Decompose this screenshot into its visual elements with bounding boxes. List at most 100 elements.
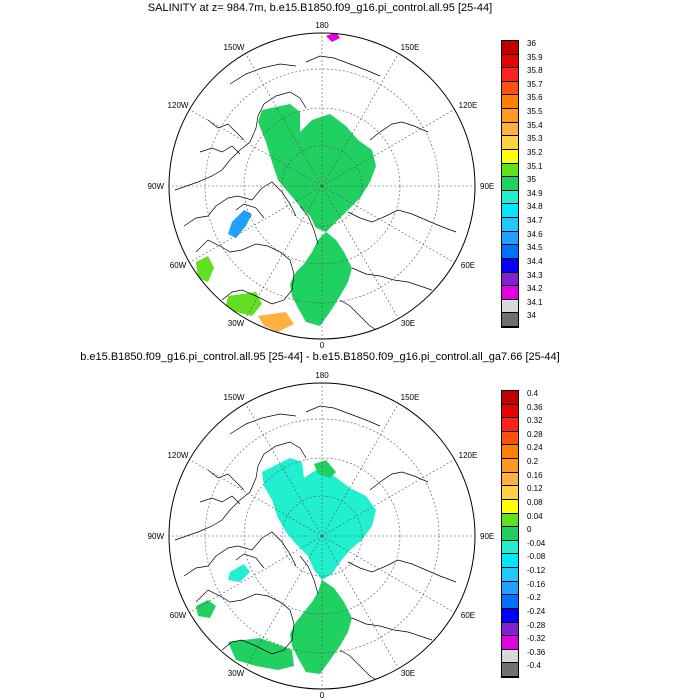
lon-label-120w: 120W <box>168 451 189 460</box>
colorbar-cell <box>502 431 518 446</box>
colorbar-label: -0.16 <box>527 579 546 589</box>
colorbar-cell <box>502 581 518 596</box>
colorbar-cell <box>502 122 518 137</box>
panel-title-salinity: SALINITY at z= 984.7m, b.e15.B1850.f09_g… <box>147 2 493 14</box>
colorbar-label: -0.2 <box>527 593 541 603</box>
lon-label-30w: 30W <box>228 669 245 678</box>
colorbar-cell <box>502 540 518 555</box>
colorbar-label: 34.8 <box>527 202 543 212</box>
colorbar-cell <box>502 272 518 287</box>
colorbar-cell <box>502 136 518 150</box>
colorbar-cell <box>502 527 518 541</box>
lon-label-180: 180 <box>315 21 329 30</box>
colorbar-label: 34 <box>527 311 536 321</box>
colorbar-cell <box>502 109 518 123</box>
colorbar-cell <box>502 149 518 164</box>
field-greenland-south <box>228 638 294 670</box>
colorbar-cell <box>502 190 518 205</box>
colorbar-label: 35.7 <box>527 79 543 89</box>
lon-label-150w: 150W <box>224 43 245 52</box>
colorbar-label: 35.9 <box>527 52 543 62</box>
graticule <box>169 383 475 689</box>
colorbar-cell <box>502 231 518 246</box>
colorbar-label: 34.9 <box>527 188 543 198</box>
colorbar-cell <box>502 608 518 623</box>
salinity-polar-map: 180 0 90W 90E 150W 120W 60W 30W 150E 120… <box>148 21 495 350</box>
lon-label-120e: 120E <box>459 451 478 460</box>
colorbar-cell <box>502 636 518 650</box>
difference-polar-map: 180 0 90W 90E 150W 120W 60W 30W 150E 120… <box>148 371 495 700</box>
lon-label-120e: 120E <box>459 101 478 110</box>
colorbar-label: 34.2 <box>527 284 543 294</box>
colorbar-cell <box>502 459 518 473</box>
colorbar-cell <box>502 513 518 528</box>
difference-field <box>196 458 376 674</box>
colorbar-cell <box>502 54 518 69</box>
colorbar-label: -0.32 <box>527 634 546 644</box>
colorbar-cell <box>502 286 518 300</box>
colorbar-label: 0.16 <box>527 470 543 480</box>
colorbar-cell <box>502 299 518 314</box>
colorbar-label: 0.36 <box>527 402 543 412</box>
colorbar-cell <box>502 258 518 273</box>
coastlines <box>174 405 457 687</box>
colorbar-cell <box>502 554 518 569</box>
colorbar-cell <box>502 245 518 259</box>
colorbar-cell <box>502 663 518 677</box>
colorbar-cell <box>502 313 518 327</box>
colorbar-label: 0.24 <box>527 443 543 453</box>
colorbar-cell <box>502 163 518 178</box>
colorbar-label: -0.12 <box>527 566 546 576</box>
colorbar-label: 34.1 <box>527 297 543 307</box>
lon-label-0: 0 <box>320 691 325 700</box>
field-bering <box>326 33 340 42</box>
colorbar-cell <box>502 81 518 96</box>
colorbar-cell <box>502 404 518 419</box>
colorbar-label: 35.3 <box>527 134 543 144</box>
colorbar-cell <box>502 649 518 664</box>
field-greenland-ring <box>226 292 262 316</box>
field-ne-canada <box>196 256 214 282</box>
graticule <box>169 33 475 339</box>
colorbar-cell <box>502 204 518 219</box>
salinity-field <box>196 33 376 332</box>
colorbar-label: 34.3 <box>527 270 543 280</box>
lon-label-90w: 90W <box>148 182 165 191</box>
colorbar-label: 35.8 <box>527 66 543 76</box>
colorbar-cell <box>502 595 518 609</box>
panel-title-difference: b.e15.B1850.f09_g16.pi_control.all.95 [2… <box>80 351 560 363</box>
lon-label-90e: 90E <box>480 532 494 541</box>
colorbar-cell <box>502 218 518 232</box>
colorbar-cell <box>502 622 518 637</box>
colorbar-label: 35.5 <box>527 107 543 117</box>
colorbar-cell <box>502 95 518 110</box>
colorbar-cell <box>502 486 518 500</box>
longitude-labels: 180 0 90W 90E 150W 120W 60W 30W 150E 120… <box>148 21 495 350</box>
colorbar-label: -0.36 <box>527 647 546 657</box>
longitude-labels: 180 0 90W 90E 150W 120W 60W 30W 150E 120… <box>148 371 495 700</box>
difference-colorbar <box>501 390 519 678</box>
lon-label-180: 180 <box>315 371 329 380</box>
colorbar-label: 34.7 <box>527 216 543 226</box>
colorbar-label: 0.08 <box>527 497 543 507</box>
colorbar-label: 0.32 <box>527 416 543 426</box>
lon-label-60w: 60W <box>170 611 187 620</box>
lon-label-150w: 150W <box>224 393 245 402</box>
lon-label-60e: 60E <box>461 611 475 620</box>
colorbar-label: -0.04 <box>527 538 546 548</box>
colorbar-label: 35.6 <box>527 93 543 103</box>
lon-label-30w: 30W <box>228 319 245 328</box>
colorbar-label: -0.24 <box>527 606 546 616</box>
colorbar-label: -0.4 <box>527 661 541 671</box>
colorbar-label: 0 <box>527 525 532 535</box>
colorbar-cell <box>502 472 518 487</box>
field-lab-sea <box>228 564 250 582</box>
map-boundary-circle <box>168 382 476 690</box>
colorbar-label: -0.08 <box>527 552 546 562</box>
colorbar-label: 0.28 <box>527 429 543 439</box>
lon-label-60e: 60E <box>461 261 475 270</box>
lon-label-30e: 30E <box>401 319 415 328</box>
colorbar-cell <box>502 445 518 460</box>
field-arctic <box>262 458 376 580</box>
colorbar-cell <box>502 568 518 582</box>
